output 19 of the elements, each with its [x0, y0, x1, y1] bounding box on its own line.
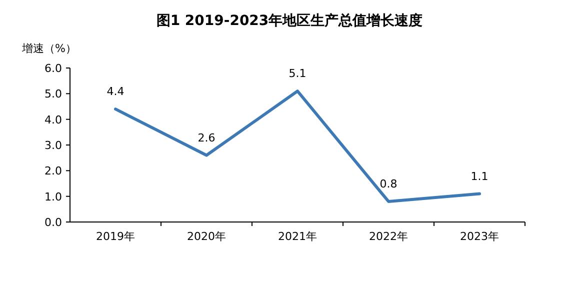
data-label: 4.4 [106, 85, 124, 98]
x-tick-label: 2023年 [460, 230, 499, 243]
y-tick-label: 3.0 [44, 139, 62, 152]
chart-title: 图1 2019-2023年地区生产总值增长速度 [156, 12, 423, 29]
data-label: 1.1 [470, 170, 488, 183]
y-tick-label: 0.0 [44, 216, 62, 229]
data-label: 5.1 [288, 67, 306, 80]
x-tick-label: 2020年 [187, 230, 226, 243]
y-tick-label: 5.0 [44, 88, 62, 101]
x-tick-label: 2019年 [96, 230, 135, 243]
y-tick-label: 2.0 [44, 164, 62, 178]
x-tick-label: 2022年 [369, 230, 408, 243]
y-tick-label: 1.0 [44, 190, 62, 204]
y-tick-label: 4.0 [44, 113, 62, 126]
data-label: 0.8 [380, 177, 398, 190]
y-tick-label: 6.0 [44, 62, 62, 75]
y-axis-title: 增速（%） [21, 42, 76, 55]
x-tick-label: 2021年 [278, 230, 317, 243]
data-label: 2.6 [198, 131, 216, 144]
